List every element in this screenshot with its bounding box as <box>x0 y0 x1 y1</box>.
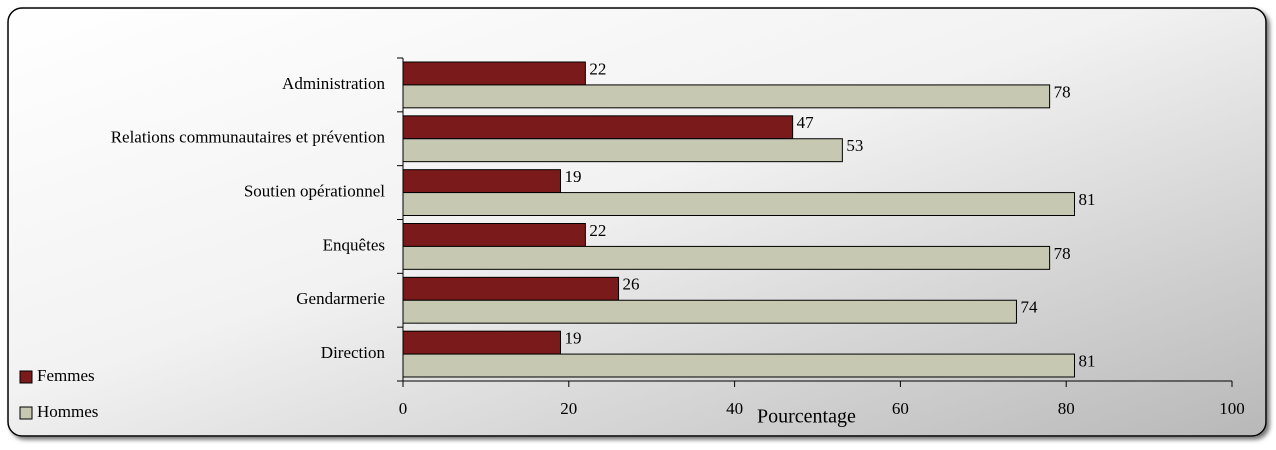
legend-swatch <box>19 370 33 384</box>
x-tick-label: 60 <box>892 399 909 418</box>
x-axis-title: Pourcentage <box>757 406 856 428</box>
value-label: 81 <box>1078 351 1095 370</box>
y-tick-label: Enquêtes <box>323 235 385 254</box>
value-label: 53 <box>846 136 863 155</box>
bar <box>402 353 1075 378</box>
bar <box>402 61 586 86</box>
x-tick-label: 20 <box>560 399 577 418</box>
value-label: 22 <box>589 221 606 240</box>
x-tick-label: 100 <box>1219 399 1245 418</box>
y-tick-label: Direction <box>321 343 386 362</box>
x-tick-label: 40 <box>726 399 743 418</box>
value-label: 74 <box>1020 298 1037 317</box>
legend-swatch <box>19 406 33 420</box>
bar <box>402 138 843 163</box>
value-label: 47 <box>797 113 815 132</box>
bar <box>402 245 1051 270</box>
bar <box>402 84 1051 109</box>
x-tick-label: 0 <box>399 399 408 418</box>
y-tick-label: Gendarmerie <box>296 289 385 308</box>
legend-label: Femmes <box>37 366 95 385</box>
value-label: 78 <box>1054 82 1071 101</box>
value-label: 22 <box>589 59 606 78</box>
value-label: 78 <box>1054 244 1071 263</box>
bar <box>402 169 562 194</box>
bar <box>402 223 586 247</box>
bar <box>402 299 1017 324</box>
panel <box>7 7 1267 437</box>
bar <box>402 115 794 140</box>
bar <box>402 330 562 355</box>
value-label: 19 <box>565 329 582 348</box>
bar <box>402 192 1075 216</box>
x-tick-label: 80 <box>1058 399 1075 418</box>
bar <box>402 276 620 301</box>
value-label: 81 <box>1078 190 1095 209</box>
y-tick-label: Administration <box>282 74 385 93</box>
value-label: 19 <box>565 167 582 186</box>
value-label: 26 <box>623 275 640 294</box>
y-tick-label: Soutien opérationnel <box>244 181 385 200</box>
legend-label: Hommes <box>37 402 98 421</box>
y-tick-label: Relations communautaires et prévention <box>111 128 386 147</box>
